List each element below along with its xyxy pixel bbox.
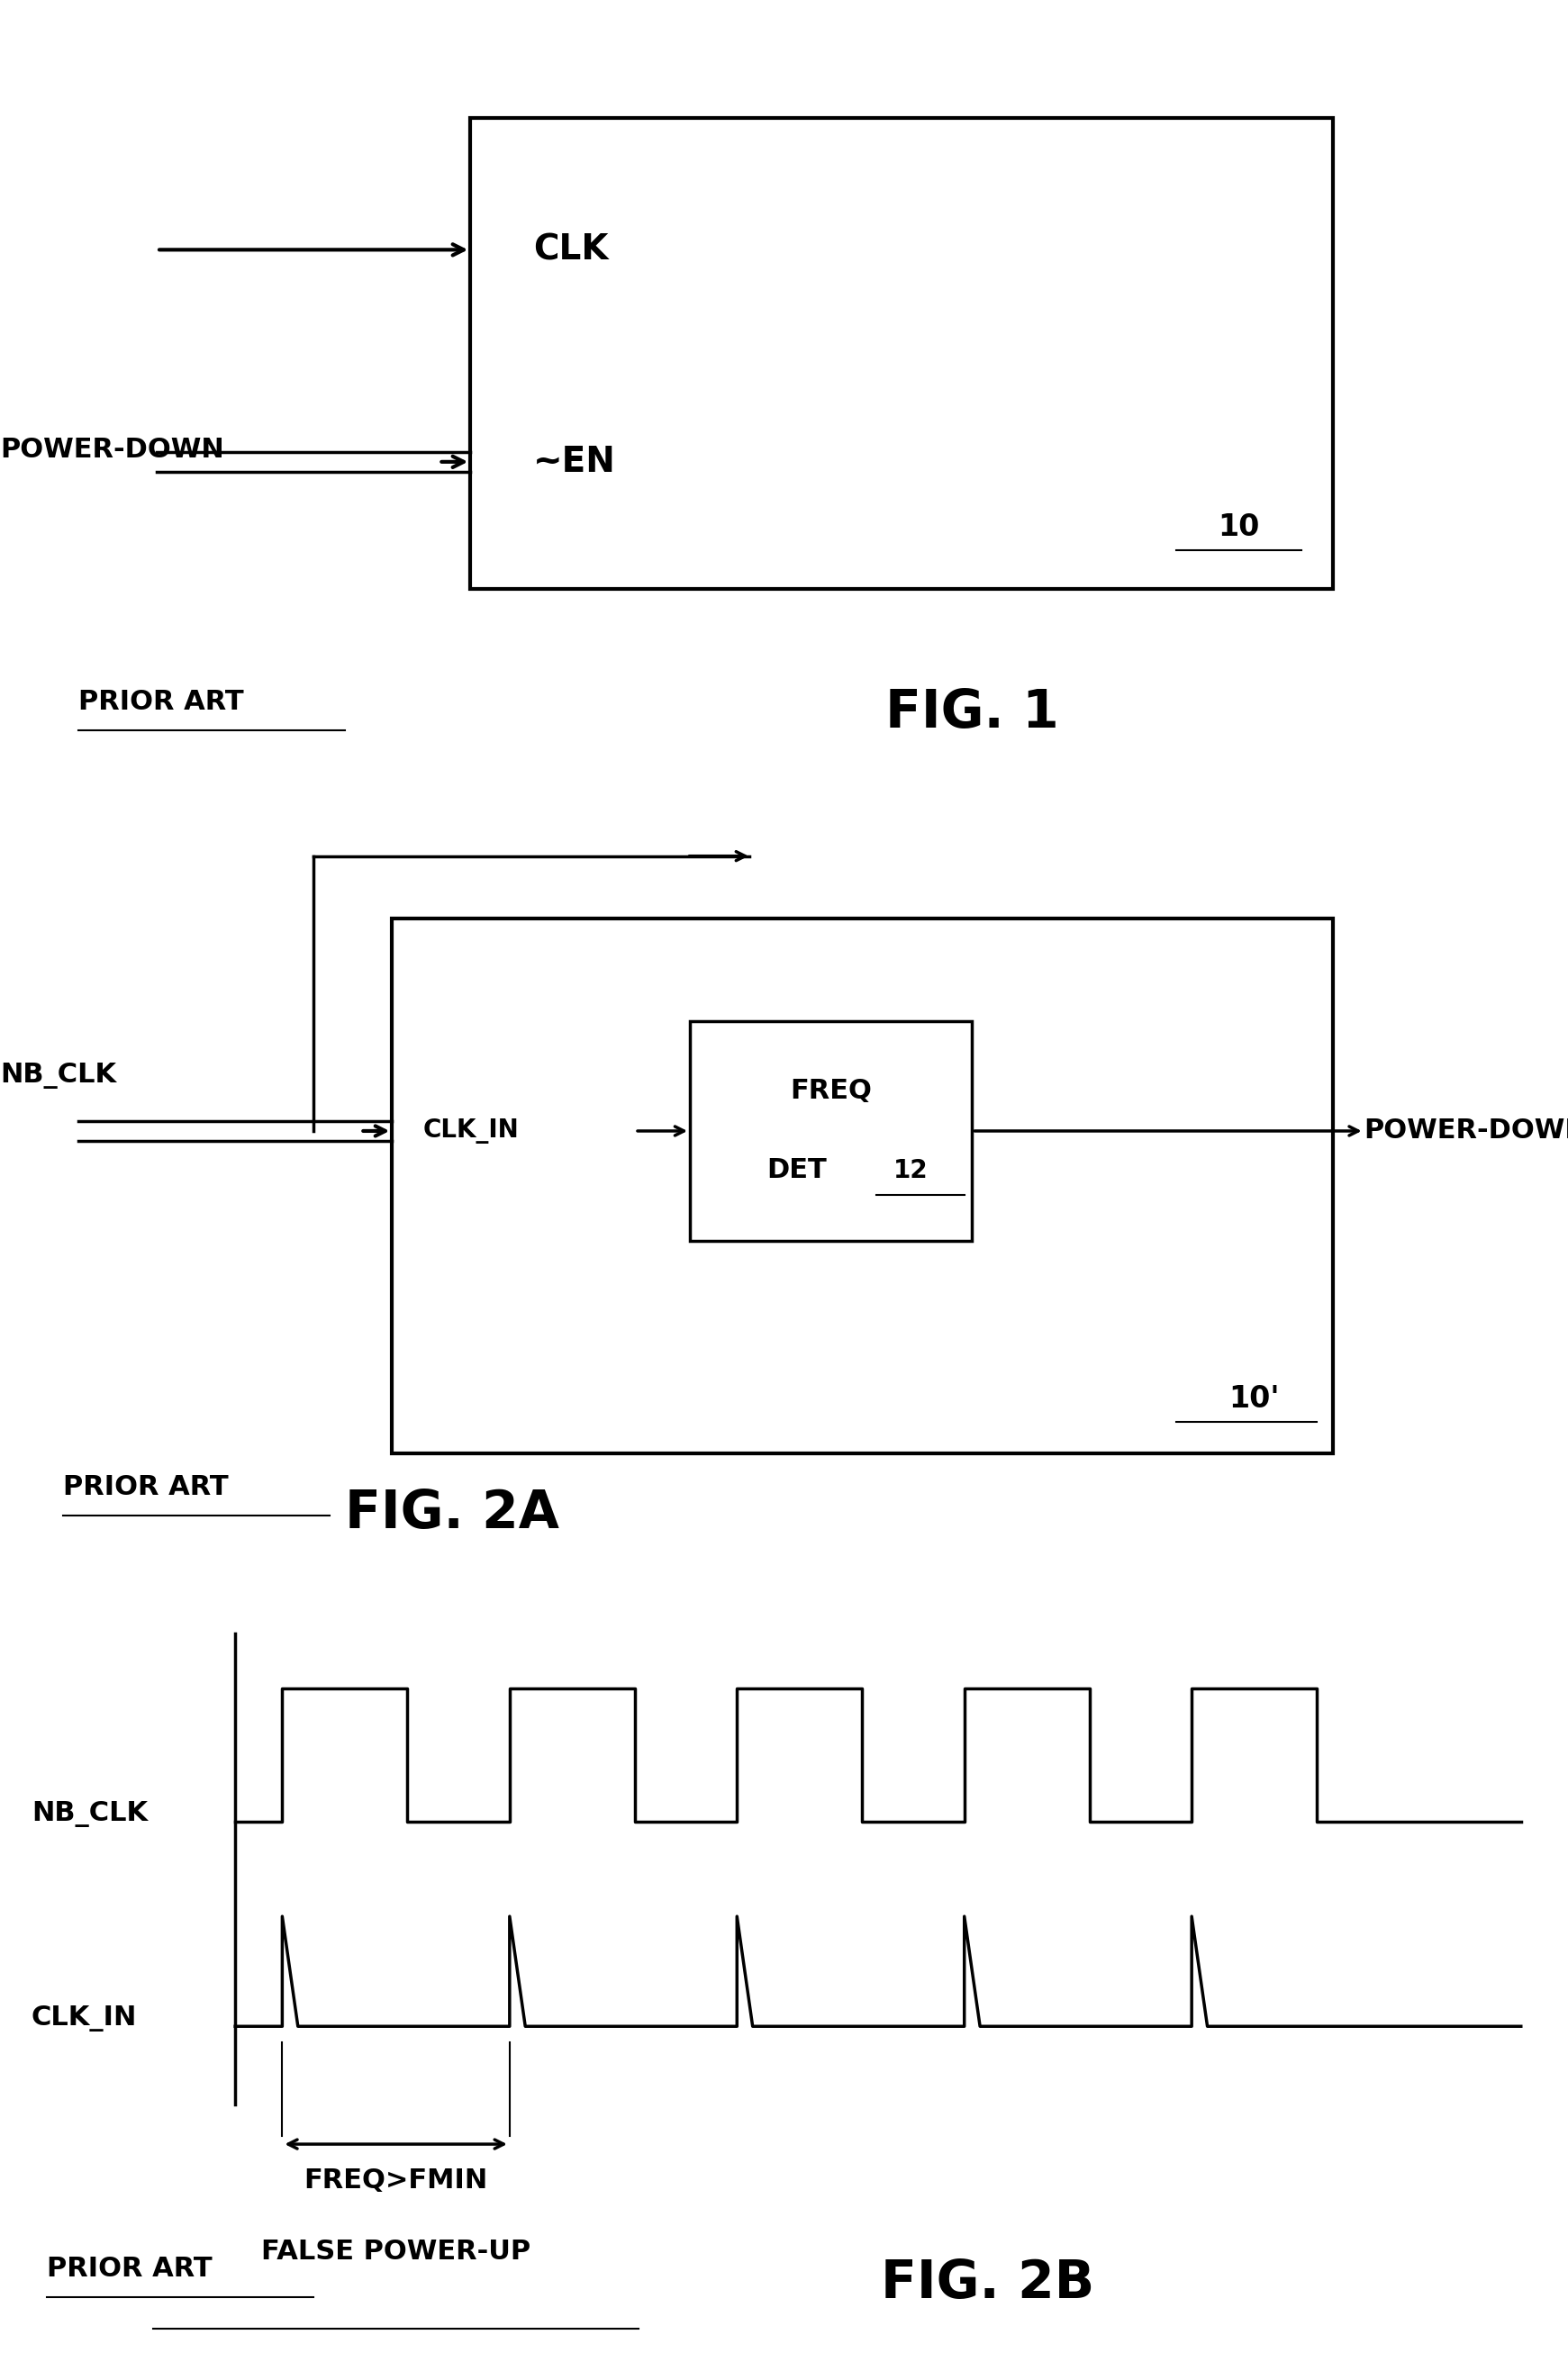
Text: FIG. 2B: FIG. 2B xyxy=(881,2259,1094,2309)
Text: NB_CLK: NB_CLK xyxy=(0,1064,116,1090)
Text: CLK: CLK xyxy=(533,233,608,267)
Text: DET: DET xyxy=(767,1157,828,1183)
Text: CLK_IN: CLK_IN xyxy=(31,2006,136,2033)
Text: PRIOR ART: PRIOR ART xyxy=(47,2256,212,2282)
Text: FIG. 1: FIG. 1 xyxy=(886,688,1058,738)
Bar xyxy=(470,117,1333,588)
Text: ~EN: ~EN xyxy=(533,445,616,478)
Text: 10': 10' xyxy=(1229,1385,1279,1414)
Text: PRIOR ART: PRIOR ART xyxy=(78,688,243,714)
Text: FIG. 2A: FIG. 2A xyxy=(345,1488,560,1540)
Text: NB_CLK: NB_CLK xyxy=(31,1802,147,1828)
Bar xyxy=(392,919,1333,1452)
Text: 10: 10 xyxy=(1218,512,1259,543)
Text: FREQ>FMIN: FREQ>FMIN xyxy=(304,2168,488,2194)
Text: 12: 12 xyxy=(894,1159,928,1183)
Bar xyxy=(690,1021,972,1240)
Text: FREQ: FREQ xyxy=(790,1078,872,1104)
Text: CLK_IN: CLK_IN xyxy=(423,1119,519,1142)
Text: PRIOR ART: PRIOR ART xyxy=(63,1473,227,1499)
Text: FALSE POWER-UP: FALSE POWER-UP xyxy=(262,2237,530,2263)
Text: POWER-DOWN: POWER-DOWN xyxy=(0,438,224,464)
Text: POWER-DOWN: POWER-DOWN xyxy=(1364,1119,1568,1145)
